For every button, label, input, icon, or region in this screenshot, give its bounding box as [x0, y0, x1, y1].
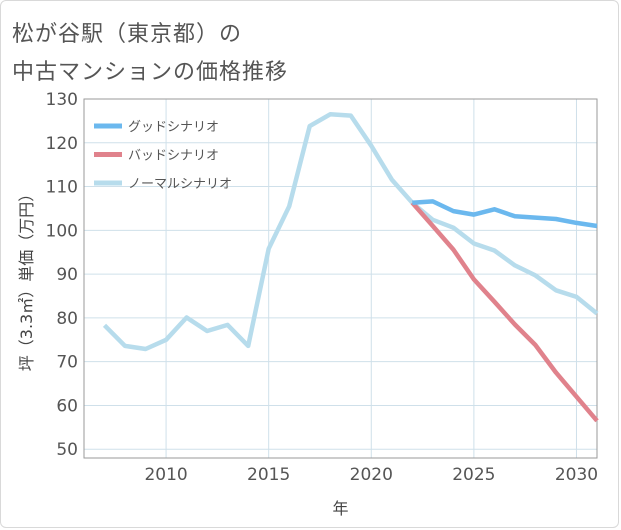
x-axis-label: 年	[332, 499, 348, 518]
x-tick-label: 2025	[452, 465, 495, 485]
legend-label-1: グッドシナリオ	[128, 120, 219, 135]
series-group	[102, 112, 599, 423]
series-line-3	[102, 112, 599, 352]
y-tick-label: 60	[56, 396, 78, 416]
x-tick-label: 2020	[350, 465, 393, 485]
legend-label-3: ノーマルシナリオ	[128, 177, 232, 192]
plot-area-border	[83, 98, 598, 459]
tick-labels: 50 60 70 80 90 100 110 120 130 2010 2015 2020 2025 20…	[46, 90, 599, 485]
series-line-2	[410, 201, 599, 423]
y-tick-label: 90	[56, 265, 78, 285]
chart-title-line2: 中古マンションの価格推移	[12, 60, 289, 85]
chart-title-line1: 松が谷駅（東京都）の	[12, 22, 243, 47]
y-tick-label: 70	[56, 353, 78, 373]
x-tick-label: 2030	[555, 465, 598, 485]
x-tick-label: 2010	[144, 465, 187, 485]
series-line-1	[412, 199, 598, 229]
x-tick-label: 2015	[247, 465, 290, 485]
y-tick-label: 110	[46, 178, 78, 198]
y-tick-label: 120	[46, 134, 78, 154]
y-tick-label: 80	[56, 309, 78, 329]
y-tick-label: 130	[46, 90, 78, 110]
y-tick-label: 50	[56, 440, 78, 460]
legend-label-2: バッドシナリオ	[128, 149, 219, 164]
y-tick-label: 100	[46, 221, 78, 241]
y-axis-label: 坪（3.3㎡）単価（万円）	[17, 186, 36, 371]
